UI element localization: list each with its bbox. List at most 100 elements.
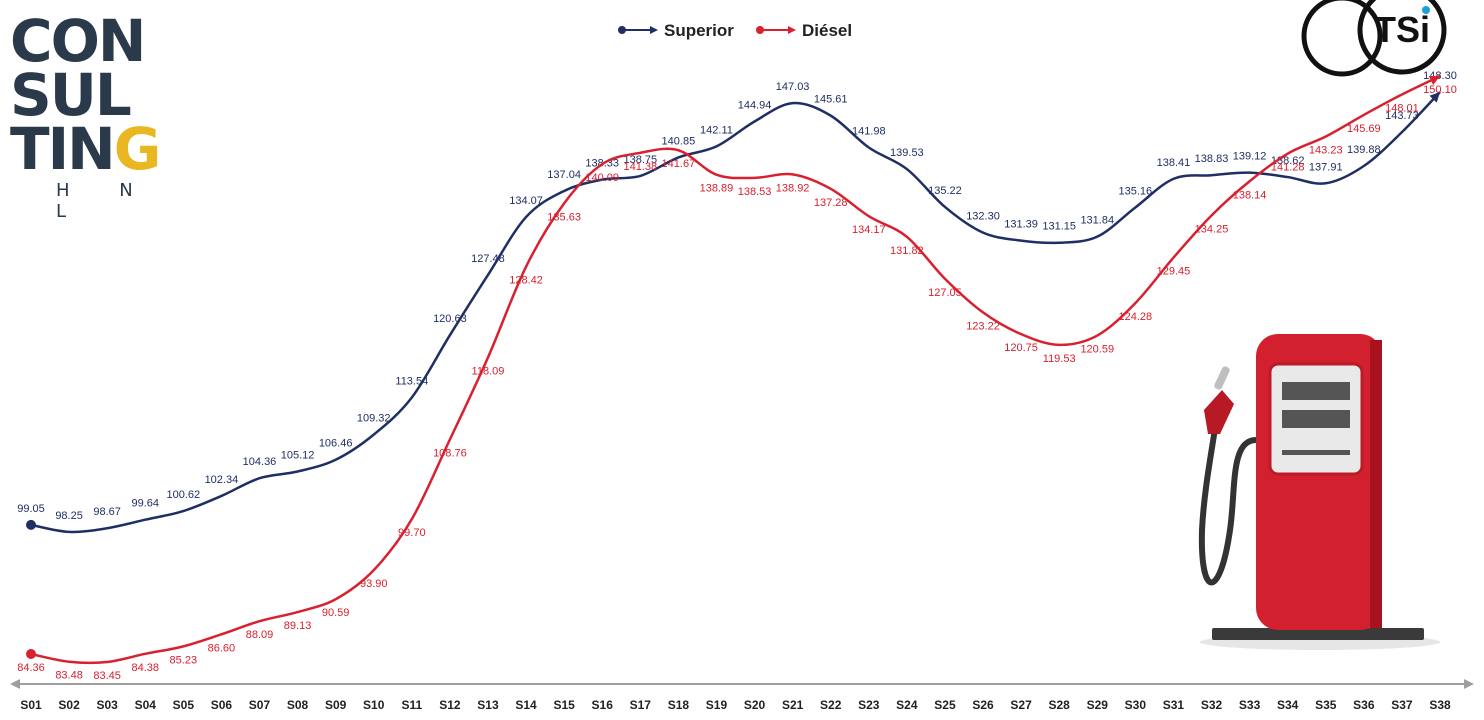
data-label: 104.36 <box>243 456 277 468</box>
series-end-arrow <box>1428 75 1440 85</box>
data-label: 84.38 <box>131 662 159 674</box>
data-label: 135.22 <box>928 185 962 197</box>
data-label: 138.83 <box>1195 153 1229 165</box>
series-start-marker <box>26 519 36 530</box>
series-line-0 <box>30 91 1441 534</box>
legend-arrow <box>788 26 796 34</box>
data-label: 108.76 <box>433 448 467 460</box>
x-tick-label: S36 <box>1353 698 1375 712</box>
data-label: 138.14 <box>1233 189 1267 201</box>
x-tick-label: S38 <box>1429 698 1451 712</box>
legend: Superior Diésel <box>618 21 852 40</box>
data-label: 131.39 <box>1004 219 1038 231</box>
data-label: 138.92 <box>776 182 810 194</box>
x-tick-label: S06 <box>211 698 233 712</box>
x-tick-label: S24 <box>896 698 918 712</box>
data-label: 109.32 <box>357 413 391 425</box>
x-tick-label: S17 <box>630 698 652 712</box>
x-tick-label: S12 <box>439 698 461 712</box>
x-axis-arrow-left <box>10 679 20 689</box>
data-label: 100.62 <box>166 489 200 501</box>
x-tick-label: S33 <box>1239 698 1261 712</box>
data-label: 140.85 <box>662 135 696 147</box>
data-label: 147.03 <box>776 81 810 93</box>
data-label: 140.09 <box>585 172 619 184</box>
x-tick-label: S19 <box>706 698 728 712</box>
data-label: 113.54 <box>395 376 428 388</box>
fuel-pump-icon <box>1198 334 1440 650</box>
data-label: 131.15 <box>1042 221 1076 233</box>
data-label: 86.60 <box>208 642 236 654</box>
x-tick-label: S11 <box>401 698 422 712</box>
x-tick-label: S10 <box>363 698 385 712</box>
data-label: 84.36 <box>17 662 45 674</box>
brand-subtitle: H N L <box>56 180 155 222</box>
data-label: 150.10 <box>1423 84 1457 96</box>
data-label: 134.17 <box>852 224 886 236</box>
x-tick-label: S29 <box>1087 698 1109 712</box>
x-tick-label: S13 <box>477 698 499 712</box>
x-tick-label: S18 <box>668 698 690 712</box>
data-label: 93.90 <box>360 578 388 590</box>
x-tick-label: S03 <box>96 698 118 712</box>
x-tick-label: S30 <box>1125 698 1147 712</box>
data-label: 137.04 <box>547 169 581 181</box>
data-label: 85.23 <box>170 654 198 666</box>
data-label: 141.28 <box>1271 162 1305 174</box>
tsi-ring-left <box>1301 0 1383 77</box>
x-tick-label: S15 <box>553 698 575 712</box>
x-tick-label: S04 <box>135 698 157 712</box>
x-tick-label: S34 <box>1277 698 1299 712</box>
data-label: 139.53 <box>890 147 924 159</box>
data-label: 83.45 <box>93 670 121 682</box>
x-tick-label: S09 <box>325 698 347 712</box>
legend-arrow <box>650 26 658 34</box>
data-label: 129.45 <box>1157 266 1191 278</box>
brand-line-1: CON <box>10 7 146 75</box>
data-label: 131.84 <box>1080 215 1114 227</box>
brand-accent-letter: G <box>113 115 162 183</box>
x-tick-label: S21 <box>782 698 804 712</box>
series-end-arrow <box>1429 91 1440 103</box>
data-label: 145.61 <box>814 94 848 106</box>
data-label: 139.12 <box>1233 151 1267 163</box>
data-label: 106.46 <box>319 438 353 450</box>
x-tick-label: S07 <box>249 698 271 712</box>
data-label: 99.70 <box>398 527 426 539</box>
x-tick-label: S05 <box>173 698 195 712</box>
x-tick-label: S23 <box>858 698 880 712</box>
data-label: 119.53 <box>1043 353 1076 365</box>
data-label: 139.88 <box>1347 144 1381 156</box>
data-label: 144.94 <box>738 100 772 112</box>
data-label: 120.63 <box>433 313 467 325</box>
data-label: 138.89 <box>700 183 734 195</box>
data-label: 138.41 <box>1157 157 1191 169</box>
brand-line-3-text: TIN <box>10 115 116 183</box>
x-tick-label: S02 <box>58 698 80 712</box>
x-tick-label: S26 <box>972 698 994 712</box>
data-label: 135.16 <box>1119 185 1153 197</box>
data-label: 127.05 <box>928 287 962 299</box>
brand-line-3: TING <box>10 120 210 178</box>
data-label: 88.09 <box>246 629 274 641</box>
data-label: 135.63 <box>547 211 581 223</box>
x-axis-arrow-right <box>1464 679 1474 689</box>
data-label: 142.11 <box>700 124 733 136</box>
x-tick-label: S35 <box>1315 698 1337 712</box>
data-label: 99.05 <box>17 503 45 515</box>
data-label: 134.07 <box>509 195 543 207</box>
data-label: 105.12 <box>281 450 315 462</box>
data-label: 99.64 <box>131 498 159 510</box>
data-label: 131.82 <box>890 245 924 257</box>
data-label: 128.42 <box>509 275 543 287</box>
data-label: 118.09 <box>472 366 505 378</box>
data-label: 127.48 <box>471 253 505 265</box>
x-tick-label: S28 <box>1049 698 1071 712</box>
data-label: 120.75 <box>1004 342 1038 354</box>
tsi-logo: TSi <box>1301 0 1447 77</box>
data-label: 141.38 <box>623 161 657 173</box>
data-label: 143.73 <box>1385 110 1419 122</box>
x-tick-label: S16 <box>592 698 614 712</box>
data-label: 98.67 <box>93 506 121 518</box>
x-tick-label: S32 <box>1201 698 1223 712</box>
